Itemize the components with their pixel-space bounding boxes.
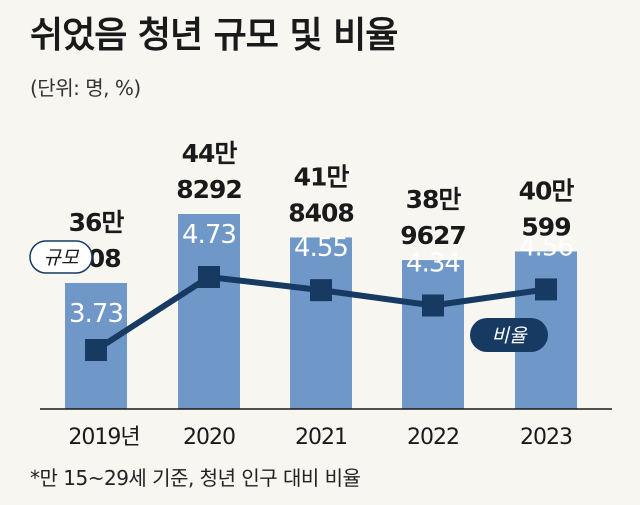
rate-value-label: 4.56 — [519, 232, 573, 262]
rate-value-label: 3.73 — [69, 299, 123, 329]
rate-marker — [85, 339, 107, 361]
rate-marker — [198, 266, 220, 288]
chart-title: 쉬었음 청년 규모 및 비율 — [30, 15, 398, 56]
legend-rate-box — [470, 318, 548, 352]
footnote: *만 15~29세 기준, 청년 인구 대비 비율 — [30, 466, 361, 490]
legend-scale-label: 규모 — [44, 247, 80, 269]
x-tick-label: 2021 — [295, 425, 347, 450]
bar-2022 — [402, 260, 464, 409]
bar-value-label: 599 — [521, 212, 570, 241]
rate-value-label: 4.34 — [406, 248, 460, 278]
bar-value-label: 8292 — [176, 175, 242, 204]
legend-rate-label: 비율 — [492, 325, 528, 347]
x-tick-label: 2020 — [183, 425, 235, 450]
bar-value-label: 8408 — [288, 198, 354, 227]
x-tick-label: 2019년 — [68, 425, 139, 450]
bar-value-label: 44만 — [182, 139, 238, 168]
rate-marker — [535, 278, 557, 301]
bar-value-label: 36만 — [69, 208, 125, 237]
bar-value-label: 9627 — [400, 221, 466, 250]
rate-value-label: 4.73 — [182, 220, 236, 250]
legend-rate: 비율 — [470, 318, 548, 352]
bar-value-label: 41만 — [294, 162, 350, 191]
x-tick-label: 2022 — [407, 425, 459, 450]
rate-marker — [310, 279, 332, 302]
bar-value-label: 38만 — [406, 185, 462, 214]
bar-2021 — [290, 237, 352, 409]
unit-note: (단위: 명, %) — [30, 76, 141, 100]
x-tick-label: 2023 — [520, 425, 572, 450]
bar-2020 — [178, 214, 240, 409]
legend-scale: 규모 — [29, 240, 93, 274]
bar-value-label: 40만 — [519, 176, 575, 205]
legend-scale-box — [29, 240, 93, 274]
rate-marker — [422, 294, 444, 317]
rate-value-label: 4.55 — [294, 233, 348, 263]
